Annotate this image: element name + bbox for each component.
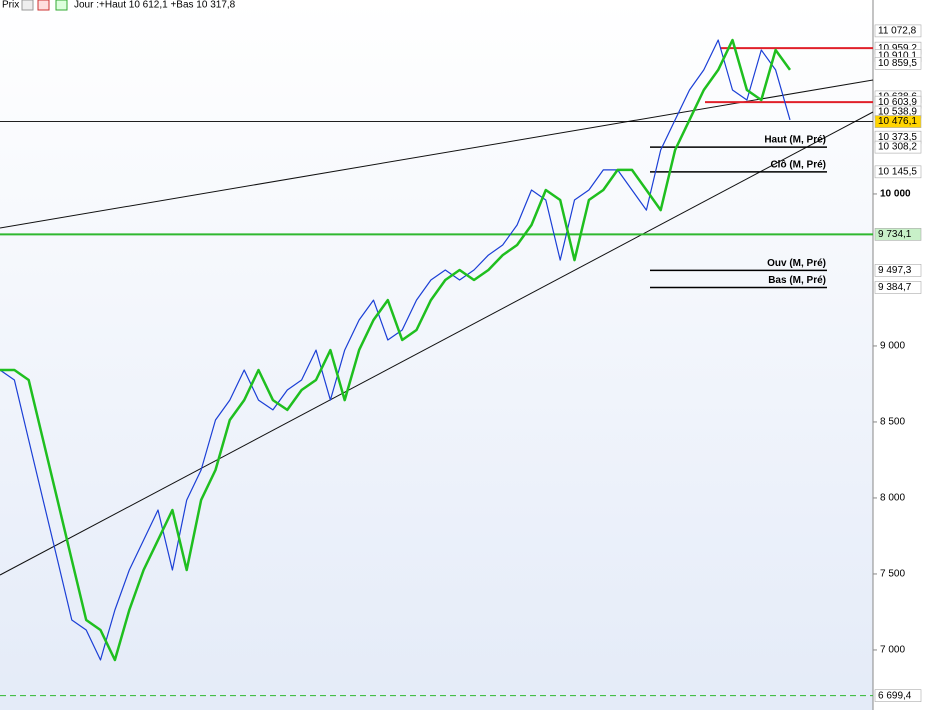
- price-label-box: [874, 115, 922, 128]
- header-info: Jour :+Haut 10 612,1 +Bas 10 317,8: [74, 0, 236, 11]
- up-icon[interactable]: [55, 0, 68, 11]
- trend-line: [0, 79, 874, 229]
- price-label: 10 373,5: [878, 132, 917, 143]
- y-tick-label: 8 000: [880, 493, 905, 504]
- price-line: [0, 38, 792, 662]
- price-label-box: [874, 165, 922, 179]
- y-tick-label: 8 500: [880, 417, 905, 428]
- price-label: 9 497,3: [878, 265, 912, 276]
- trend-line: [0, 111, 874, 576]
- price-label: 9 384,7: [878, 282, 912, 293]
- price-label: 6 699,4: [878, 690, 912, 701]
- price-label: 10 959,2: [878, 43, 917, 54]
- price-label: 10 476,1: [878, 116, 917, 127]
- price-label: 10 603,9: [878, 97, 917, 108]
- y-tick-label: 7 000: [880, 645, 905, 656]
- price-label-box: [874, 281, 922, 294]
- price-label-box: [874, 228, 922, 241]
- price-line: [0, 39, 791, 661]
- price-label: 10 145,5: [878, 166, 917, 177]
- price-label-box: [874, 689, 922, 702]
- tool-icon[interactable]: [21, 0, 34, 11]
- y-tick-label: 7 500: [880, 569, 905, 580]
- price-label-box: [874, 24, 922, 38]
- price-label: 11 072,8: [878, 26, 917, 37]
- annotation-label: Ouv (M, Pré): [767, 258, 826, 269]
- down-icon[interactable]: [37, 0, 50, 11]
- header-title: Prix: [2, 0, 19, 11]
- price-label: 9 734,1: [878, 229, 912, 240]
- annotation-label: Clô (M, Pré): [770, 159, 826, 170]
- y-tick-label: 9 000: [880, 341, 905, 352]
- price-label: 10 308,2: [878, 142, 917, 153]
- annotation-label: Haut (M, Pré): [764, 135, 826, 146]
- price-label-box: [874, 57, 922, 70]
- price-label: 10 859,5: [878, 58, 917, 69]
- price-label: 10 910,1: [878, 50, 917, 61]
- price-label-box: [874, 264, 922, 277]
- plot-bg: [0, 0, 873, 710]
- price-label: 10 538,9: [878, 107, 917, 118]
- price-label-box: [874, 140, 922, 154]
- annotation-label: Bas (M, Pré): [768, 275, 826, 286]
- y-tick-label: 10 000: [880, 189, 911, 200]
